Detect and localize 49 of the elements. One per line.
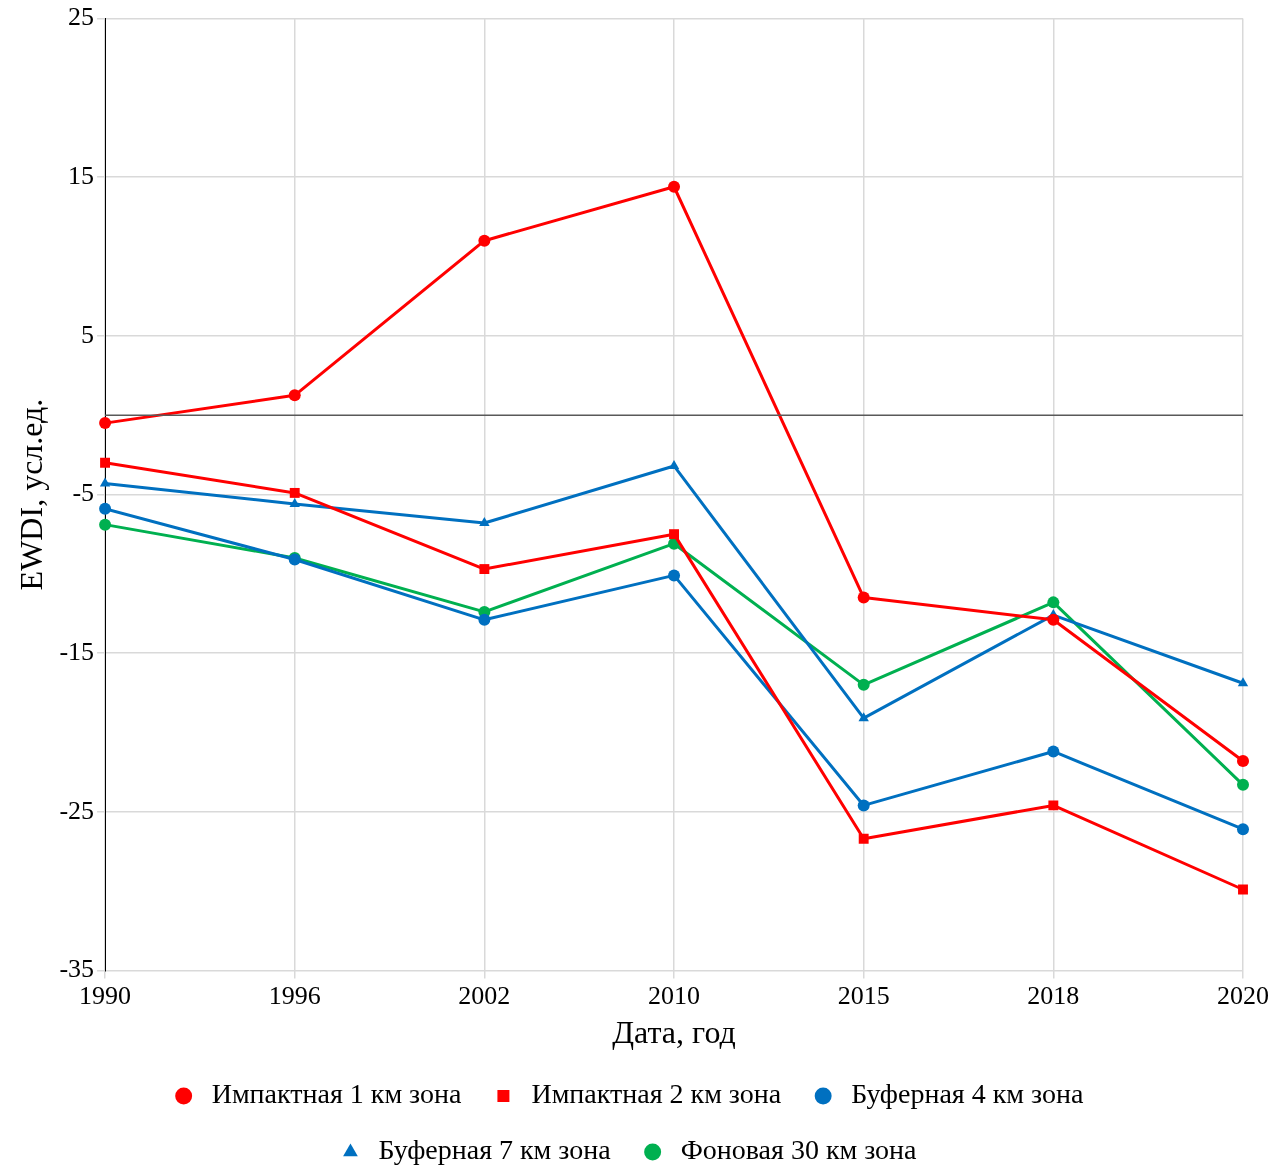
y-tick-label: -25 — [59, 795, 95, 825]
point — [1047, 596, 1060, 609]
point — [857, 591, 870, 604]
legend-label: Импактная 2 км зона — [531, 1078, 782, 1110]
point — [857, 799, 870, 812]
x-tick-label: 2002 — [458, 980, 511, 1010]
point — [99, 417, 112, 430]
point — [1238, 884, 1248, 895]
y-axis-title: EWDI, усл.ед. — [12, 398, 49, 591]
point — [668, 180, 681, 193]
y-tick-label: 15 — [68, 161, 95, 191]
point — [289, 487, 300, 498]
x-tick-label: 1996 — [268, 980, 321, 1010]
point — [668, 569, 681, 582]
point — [858, 833, 869, 844]
x-tick-label: 2020 — [1217, 980, 1269, 1010]
point — [289, 498, 300, 508]
y-tick-label: -5 — [72, 478, 95, 508]
point — [669, 529, 679, 540]
x-tick-label: 2018 — [1027, 980, 1080, 1010]
y-tick-label: 5 — [81, 319, 95, 349]
x-tick-label: 2015 — [837, 980, 890, 1010]
point — [1048, 800, 1059, 811]
point — [1047, 613, 1060, 626]
point — [99, 518, 112, 531]
point — [479, 564, 490, 575]
legend-label: Фоновая 30 км зона — [680, 1134, 918, 1166]
point — [858, 712, 869, 722]
x-tick-label: 2010 — [648, 980, 701, 1010]
point — [100, 457, 111, 468]
point — [857, 678, 870, 691]
point — [288, 389, 301, 402]
x-axis-title: Дата, год — [612, 1014, 736, 1051]
point — [99, 502, 112, 515]
legend-label: Буферная 4 км зона — [851, 1078, 1084, 1110]
point — [478, 234, 491, 247]
point — [1237, 778, 1249, 791]
y-tick-label: 25 — [68, 2, 95, 32]
point — [1237, 677, 1249, 687]
y-tick-label: -15 — [59, 636, 95, 666]
point — [1237, 823, 1249, 836]
point — [478, 613, 491, 626]
legend-label: Буферная 7 км зона — [378, 1134, 612, 1166]
legend-label: Импактная 1 км зона — [211, 1078, 462, 1110]
point — [479, 517, 490, 527]
point — [668, 459, 680, 469]
point — [1237, 755, 1249, 767]
point — [1047, 745, 1060, 758]
point — [99, 477, 111, 487]
